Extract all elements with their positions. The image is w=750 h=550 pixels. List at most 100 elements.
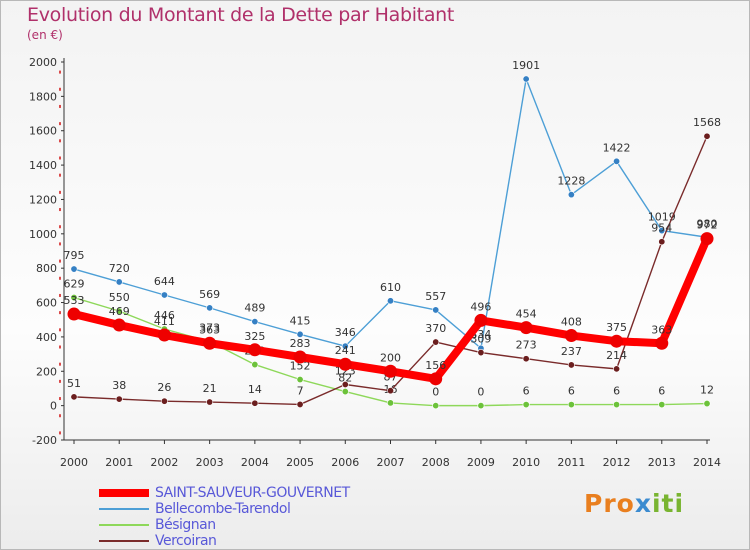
data-label-bellecombe-tarendol: 644 xyxy=(154,275,175,288)
data-point-besignan xyxy=(522,401,530,409)
data-label-besignan: 0 xyxy=(477,386,484,399)
data-point-vercoiran xyxy=(432,338,440,346)
x-tick-label: 2008 xyxy=(422,456,450,469)
legend-label-vercoiran: Vercoiran xyxy=(155,533,217,549)
data-label-bellecombe-tarendol: 795 xyxy=(64,249,85,262)
data-point-besignan xyxy=(296,376,304,384)
data-point-besignan xyxy=(70,294,78,302)
data-label-saint-sauveur-gouvernet: 408 xyxy=(561,316,582,329)
data-point-saint-sauveur-gouvernet xyxy=(112,318,126,332)
data-point-vercoiran xyxy=(296,400,304,408)
data-point-saint-sauveur-gouvernet xyxy=(157,328,171,342)
data-label-besignan: 550 xyxy=(109,291,130,304)
data-label-saint-sauveur-gouvernet: 200 xyxy=(380,351,401,364)
data-label-bellecombe-tarendol: 557 xyxy=(425,290,446,303)
data-point-besignan xyxy=(341,388,349,396)
x-tick-label: 2000 xyxy=(60,456,88,469)
logo-part-x: x xyxy=(634,489,652,518)
data-point-saint-sauveur-gouvernet xyxy=(384,364,397,378)
data-label-bellecombe-tarendol: 1422 xyxy=(603,141,631,154)
data-point-besignan xyxy=(386,399,394,407)
data-label-besignan: 12 xyxy=(700,384,714,397)
data-point-saint-sauveur-gouvernet xyxy=(429,372,443,386)
data-label-bellecombe-tarendol: 346 xyxy=(335,326,356,339)
x-tick-label: 2014 xyxy=(693,456,721,469)
data-label-bellecombe-tarendol: 1901 xyxy=(512,59,540,72)
data-label-besignan: 152 xyxy=(290,360,311,373)
data-label-vercoiran: 954 xyxy=(651,222,672,235)
x-tick-label: 2003 xyxy=(196,456,224,469)
y-tick-label: 2000 xyxy=(29,56,57,69)
data-label-saint-sauveur-gouvernet: 156 xyxy=(425,359,446,372)
data-point-bellecombe-tarendol xyxy=(522,75,530,83)
data-label-vercoiran: 21 xyxy=(203,382,217,395)
data-label-saint-sauveur-gouvernet: 454 xyxy=(516,308,537,321)
data-point-vercoiran xyxy=(658,238,666,246)
data-point-besignan xyxy=(251,361,259,369)
data-label-saint-sauveur-gouvernet: 325 xyxy=(244,330,265,343)
legend-swatch-besignan xyxy=(99,524,149,526)
data-point-bellecombe-tarendol xyxy=(206,304,214,312)
data-label-vercoiran: 51 xyxy=(67,377,81,390)
y-tick-label: 600 xyxy=(36,297,57,310)
data-point-saint-sauveur-gouvernet xyxy=(474,313,488,327)
x-tick-label: 2004 xyxy=(241,456,269,469)
x-tick-label: 2010 xyxy=(512,456,540,469)
data-label-besignan: 446 xyxy=(154,309,175,322)
data-point-saint-sauveur-gouvernet xyxy=(67,307,81,321)
data-label-saint-sauveur-gouvernet: 411 xyxy=(154,315,175,328)
data-point-bellecombe-tarendol xyxy=(115,278,123,286)
data-point-vercoiran xyxy=(206,398,214,406)
data-label-bellecombe-tarendol: 1228 xyxy=(557,175,585,188)
data-label-saint-sauveur-gouvernet: 496 xyxy=(470,300,491,313)
data-point-vercoiran xyxy=(115,395,123,403)
data-point-bellecombe-tarendol xyxy=(386,297,394,305)
data-point-vercoiran xyxy=(522,355,530,363)
data-point-vercoiran xyxy=(70,393,78,401)
data-point-vercoiran xyxy=(160,397,168,405)
data-label-besignan: 82 xyxy=(338,372,352,385)
data-point-saint-sauveur-gouvernet xyxy=(700,232,714,246)
data-label-besignan: 629 xyxy=(64,278,85,291)
data-label-vercoiran: 370 xyxy=(425,322,446,335)
y-tick-label: 0 xyxy=(50,400,57,413)
x-tick-label: 2007 xyxy=(377,456,405,469)
y-tick-label: 400 xyxy=(36,331,57,344)
x-tick-label: 2006 xyxy=(331,456,359,469)
legend-swatch-bellecombe-tarendol xyxy=(99,508,149,510)
y-tick-label: 200 xyxy=(36,365,57,378)
data-label-besignan: 373 xyxy=(199,322,220,335)
data-label-bellecombe-tarendol: 489 xyxy=(244,302,265,315)
data-label-besignan: 0 xyxy=(432,386,439,399)
data-label-vercoiran: 26 xyxy=(157,381,171,394)
data-point-besignan xyxy=(115,307,123,315)
data-point-saint-sauveur-gouvernet xyxy=(203,336,217,350)
legend-label-bellecombe-tarendol: Bellecombe-Tarendol xyxy=(155,501,291,517)
data-point-besignan xyxy=(658,401,666,409)
data-point-bellecombe-tarendol xyxy=(567,191,575,199)
series-line-bellecombe-tarendol xyxy=(73,78,708,349)
data-label-bellecombe-tarendol: 720 xyxy=(109,262,130,275)
data-point-besignan xyxy=(477,402,485,410)
logo-part-pro: Pro xyxy=(584,489,635,518)
data-label-vercoiran: 1568 xyxy=(693,116,721,129)
data-point-vercoiran xyxy=(613,365,621,373)
y-tick-label: 1200 xyxy=(29,193,57,206)
data-label-vercoiran: 273 xyxy=(516,339,537,352)
x-tick-label: 2001 xyxy=(105,456,133,469)
data-label-saint-sauveur-gouvernet: 283 xyxy=(290,337,311,350)
chart-title: Evolution du Montant de la Dette par Hab… xyxy=(27,4,455,26)
data-point-bellecombe-tarendol xyxy=(341,342,349,350)
data-label-besignan: 6 xyxy=(658,385,665,398)
data-point-bellecombe-tarendol xyxy=(658,227,666,235)
data-point-bellecombe-tarendol xyxy=(613,157,621,165)
data-label-vercoiran: 214 xyxy=(606,349,627,362)
legend-swatch-vercoiran xyxy=(99,540,149,542)
data-point-bellecombe-tarendol xyxy=(160,291,168,299)
data-label-vercoiran: 237 xyxy=(561,345,582,358)
data-point-bellecombe-tarendol xyxy=(296,330,304,338)
y-tick-label: 800 xyxy=(36,262,57,275)
data-point-saint-sauveur-gouvernet xyxy=(610,334,624,348)
data-point-besignan xyxy=(432,402,440,410)
